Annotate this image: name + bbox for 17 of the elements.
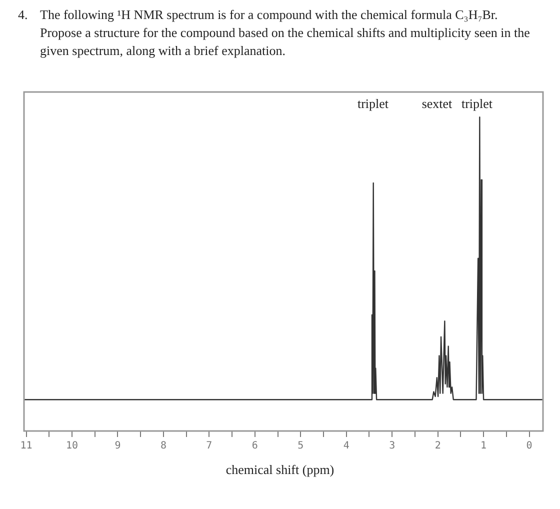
x-tick-label: 8 xyxy=(160,440,166,452)
x-tick-label: 5 xyxy=(298,440,304,452)
x-tick-label: 2 xyxy=(434,440,441,452)
x-tick-label: 4 xyxy=(343,440,350,452)
text: triplet xyxy=(461,96,493,111)
x-tick-label: 1 xyxy=(480,440,487,452)
x-tick-label: 9 xyxy=(114,440,121,452)
x-axis-title: chemical shift (ppm) xyxy=(224,462,336,478)
x-tick-label: 11 xyxy=(20,440,32,452)
x-tick-label: 6 xyxy=(252,440,258,452)
x-tick-label: 10 xyxy=(66,440,78,452)
text: triplet xyxy=(357,96,389,111)
text: sextet xyxy=(422,96,453,111)
chart-title: 4. The following ¹H NMR spectrum is for a compound with the chemical formula C₃H₇Br. Propose a structure for the compound based on the chemical shifts and multiplicity seen in the given spectrum, along with a brief explanation. xyxy=(18,6,531,60)
x-tick-label: 0 xyxy=(526,440,532,452)
x-tick-label: 3 xyxy=(389,440,396,452)
x-tick-label: 7 xyxy=(206,440,212,452)
